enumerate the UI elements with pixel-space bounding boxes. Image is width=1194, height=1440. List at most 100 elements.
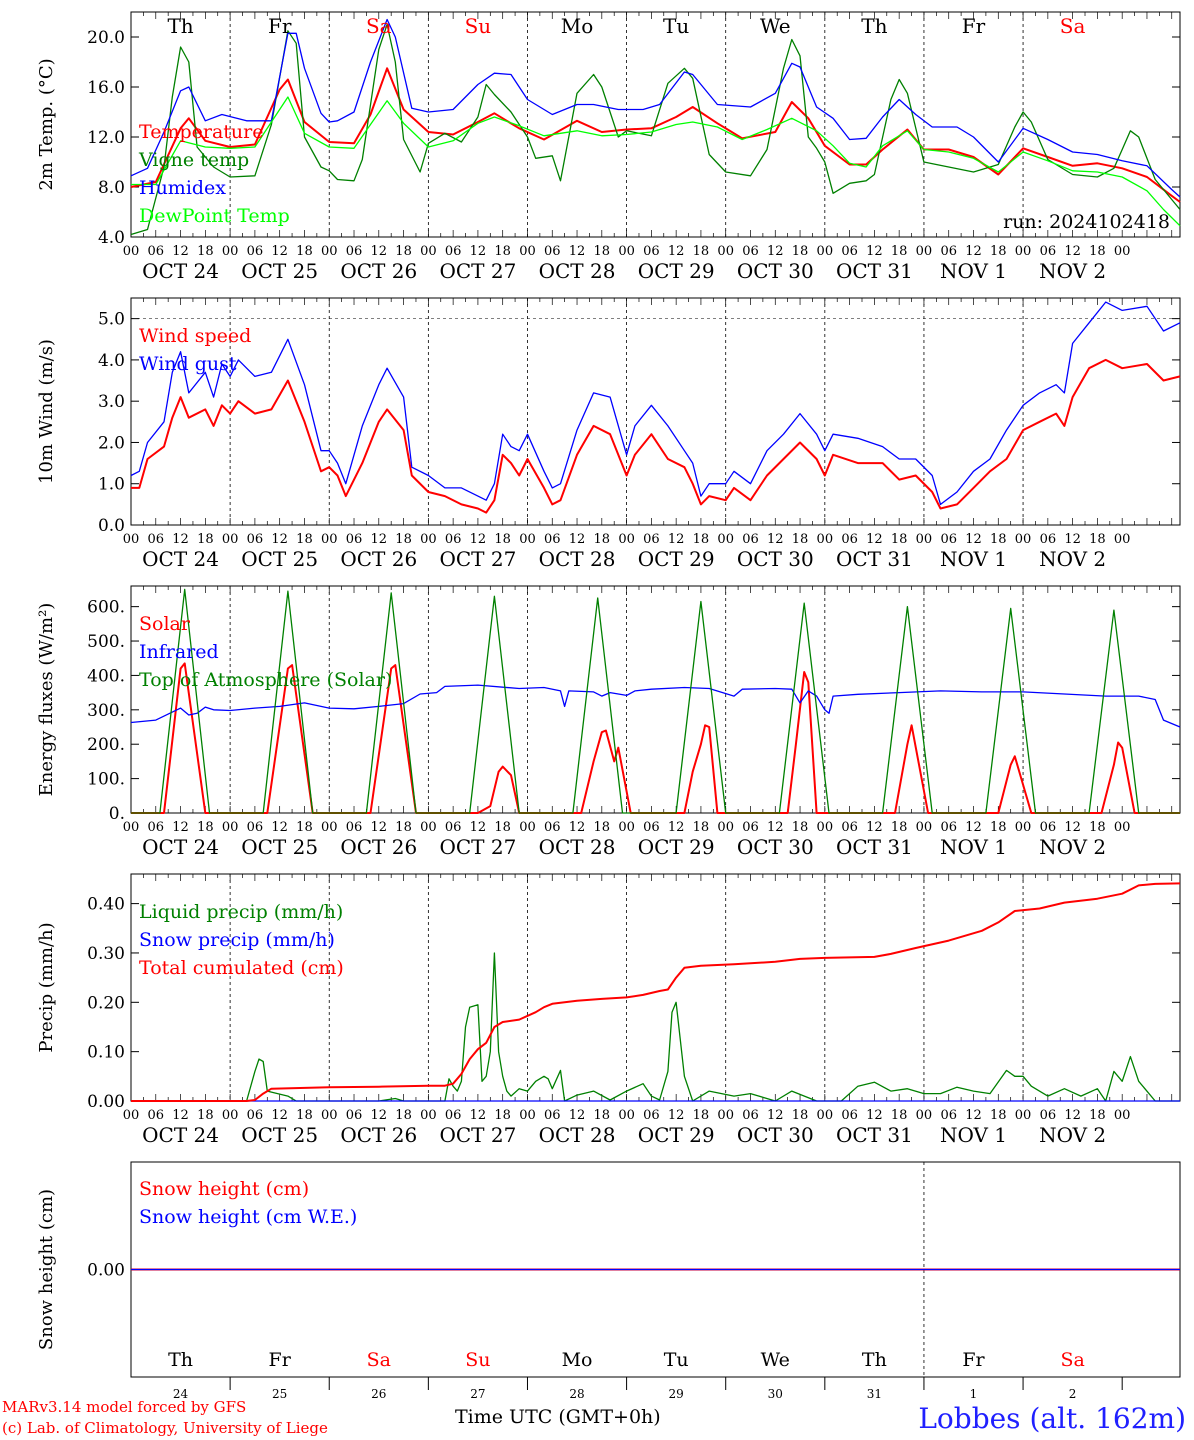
- hour-tick-label: 12: [1064, 820, 1081, 835]
- hour-tick-label: 00: [618, 532, 635, 547]
- hour-tick-label: 12: [172, 244, 189, 259]
- hour-tick-label: 12: [866, 532, 883, 547]
- date-label: OCT 29: [638, 1123, 715, 1147]
- legend-entry: Top of Atmosphere (Solar): [139, 669, 392, 691]
- legend-entry: Temperature: [139, 121, 263, 143]
- legend-entry: Snow height (cm W.E.): [139, 1206, 357, 1228]
- day-number-label: 1: [970, 1387, 978, 1401]
- hour-tick-label: 06: [1040, 1108, 1057, 1123]
- date-label: OCT 30: [737, 547, 814, 571]
- hour-tick-label: 18: [494, 532, 511, 547]
- day-number-label: 30: [768, 1387, 783, 1401]
- hour-tick-label: 00: [519, 532, 536, 547]
- lab-credit: (c) Lab. of Climatology, University of L…: [2, 1419, 328, 1437]
- date-label: OCT 24: [142, 835, 219, 859]
- day-name-label: Sa: [367, 1349, 391, 1371]
- hour-tick-label: 06: [841, 244, 858, 259]
- hour-tick-label: 00: [717, 532, 734, 547]
- hour-tick-label: 12: [470, 532, 487, 547]
- series-line: [130, 23, 1181, 236]
- hour-tick-label: 18: [395, 244, 412, 259]
- day-number-label: 25: [272, 1387, 287, 1401]
- hour-tick-label: 00: [321, 1108, 338, 1123]
- hour-tick-label: 06: [445, 244, 462, 259]
- day-number-label: 27: [470, 1387, 485, 1401]
- hour-tick-label: 18: [1089, 820, 1106, 835]
- hour-tick-label: 12: [668, 244, 685, 259]
- hour-tick-label: 06: [841, 532, 858, 547]
- panel-frame: [130, 297, 1181, 526]
- day-name-label: Sa: [1060, 1349, 1084, 1371]
- day-name-label: Su: [465, 14, 492, 38]
- day-number-label: 26: [371, 1387, 386, 1401]
- date-label: OCT 29: [638, 259, 715, 283]
- hour-tick-label: 12: [668, 820, 685, 835]
- hour-tick-label: 18: [296, 532, 313, 547]
- date-label: OCT 26: [340, 259, 417, 283]
- hour-tick-label: 12: [172, 1108, 189, 1123]
- y-tick-label: 0.20: [87, 993, 125, 1013]
- hour-tick-label: 12: [569, 1108, 586, 1123]
- date-label: OCT 31: [836, 835, 913, 859]
- hour-tick-label: 00: [519, 244, 536, 259]
- hour-tick-label: 18: [693, 532, 710, 547]
- y-tick-label: 12.0: [87, 128, 125, 148]
- hour-tick-label: 12: [965, 532, 982, 547]
- hour-tick-label: 18: [990, 1108, 1007, 1123]
- y-tick-label: 1.0: [98, 475, 125, 495]
- hour-tick-label: 18: [197, 820, 214, 835]
- hour-tick-label: 00: [321, 820, 338, 835]
- date-label: OCT 31: [836, 259, 913, 283]
- hour-tick-label: 06: [1040, 532, 1057, 547]
- series-line: [131, 358, 1181, 514]
- date-label: OCT 28: [539, 1123, 616, 1147]
- date-label: OCT 29: [638, 835, 715, 859]
- hour-tick-label: 12: [965, 1108, 982, 1123]
- hour-tick-label: 12: [371, 820, 388, 835]
- hour-tick-label: 00: [1114, 244, 1131, 259]
- hour-tick-label: 18: [197, 532, 214, 547]
- hour-tick-label: 06: [940, 1108, 957, 1123]
- hour-tick-label: 06: [247, 820, 264, 835]
- day-name-label: Fr: [962, 1349, 985, 1371]
- hour-tick-label: 18: [395, 532, 412, 547]
- y-tick-label: 4.0: [98, 351, 125, 371]
- hour-tick-label: 06: [148, 1108, 165, 1123]
- y-tick-label: 0.40: [87, 895, 125, 915]
- hour-tick-label: 18: [494, 820, 511, 835]
- hour-tick-label: 18: [296, 1108, 313, 1123]
- date-label: NOV 2: [1039, 259, 1106, 283]
- date-label: OCT 26: [340, 1123, 417, 1147]
- date-label: OCT 25: [241, 835, 318, 859]
- day-name-label: Th: [168, 1349, 193, 1371]
- hour-tick-label: 00: [222, 244, 239, 259]
- hour-tick-label: 06: [247, 532, 264, 547]
- hour-tick-label: 06: [544, 244, 561, 259]
- hour-tick-label: 12: [1064, 244, 1081, 259]
- hour-tick-label: 12: [569, 244, 586, 259]
- hour-tick-label: 00: [618, 820, 635, 835]
- day-name-label: Th: [167, 14, 193, 38]
- y-axis-label: Snow height (cm): [36, 1189, 57, 1350]
- legend-entry: DewPoint Temp: [139, 205, 290, 227]
- hour-tick-label: 00: [420, 244, 437, 259]
- day-name-label: Th: [861, 14, 887, 38]
- hour-tick-label: 00: [717, 820, 734, 835]
- legend-entry: Solar: [139, 613, 191, 635]
- hour-tick-label: 00: [916, 532, 933, 547]
- hour-tick-label: 12: [668, 1108, 685, 1123]
- legend-entry: Liquid precip (mm/h): [139, 901, 343, 923]
- hour-tick-label: 12: [271, 1108, 288, 1123]
- y-axis-label: 2m Temp. (°C): [36, 58, 57, 190]
- model-credit: MARv3.14 model forced by GFS: [2, 1398, 247, 1416]
- run-label: run: 2024102418: [1003, 211, 1170, 233]
- hour-tick-label: 18: [792, 1108, 809, 1123]
- date-label: NOV 2: [1039, 835, 1106, 859]
- hour-tick-label: 12: [767, 532, 784, 547]
- series-line: [131, 588, 1180, 814]
- hour-tick-label: 18: [990, 820, 1007, 835]
- date-label: OCT 27: [439, 1123, 516, 1147]
- hour-tick-label: 06: [1040, 820, 1057, 835]
- y-tick-label: 300.: [87, 701, 125, 721]
- hour-tick-label: 18: [494, 244, 511, 259]
